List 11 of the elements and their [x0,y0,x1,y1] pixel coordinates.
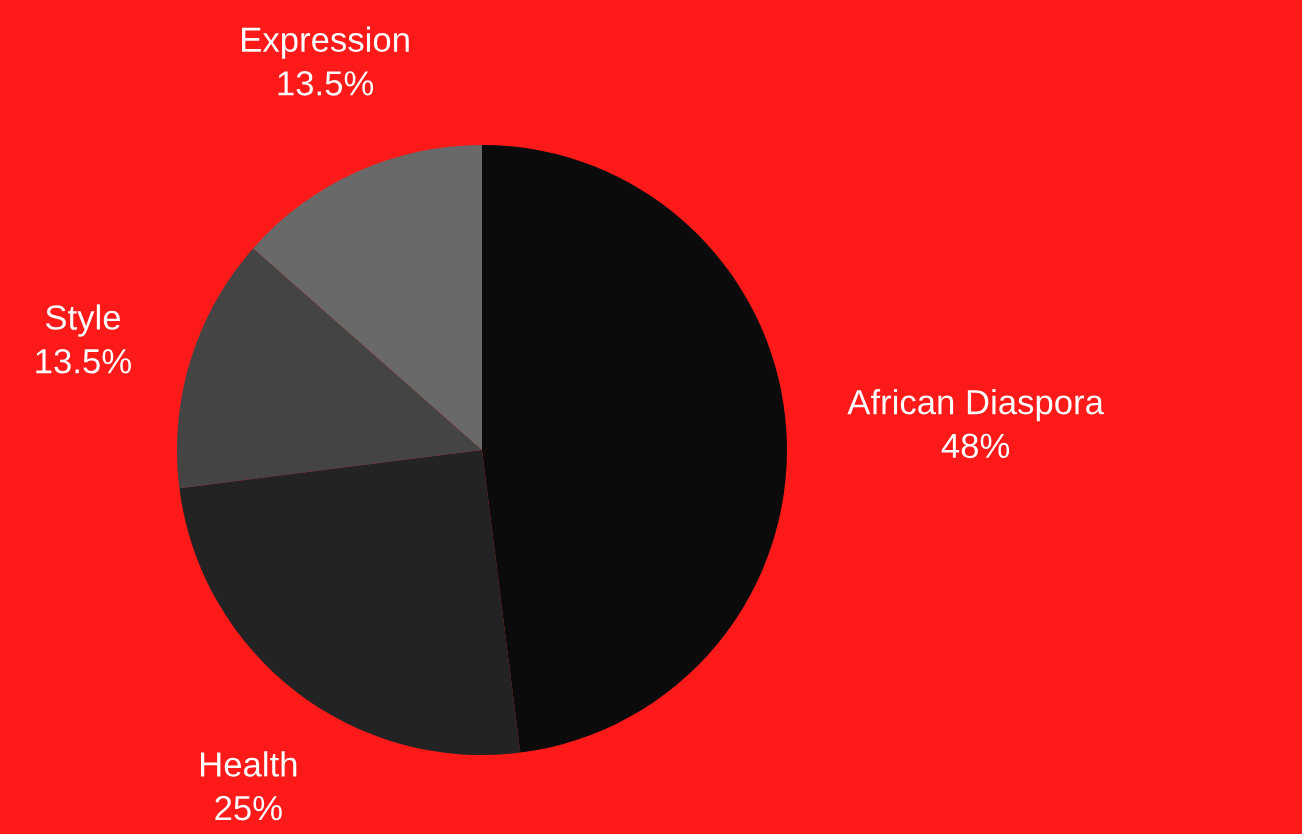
pie-slice [482,145,787,753]
slice-label: Health [201,751,297,777]
pie-slice [177,248,482,489]
slice-label: Style [45,304,121,337]
pie-slice [253,145,482,450]
data-label: 13.5% [36,348,131,374]
data-label: 25% [215,795,282,821]
data-label: 13.5% [278,71,374,96]
slice-label: Expression [242,26,409,59]
slice-label: African Diaspora [847,388,1104,422]
data-label: 48% [941,433,1010,459]
